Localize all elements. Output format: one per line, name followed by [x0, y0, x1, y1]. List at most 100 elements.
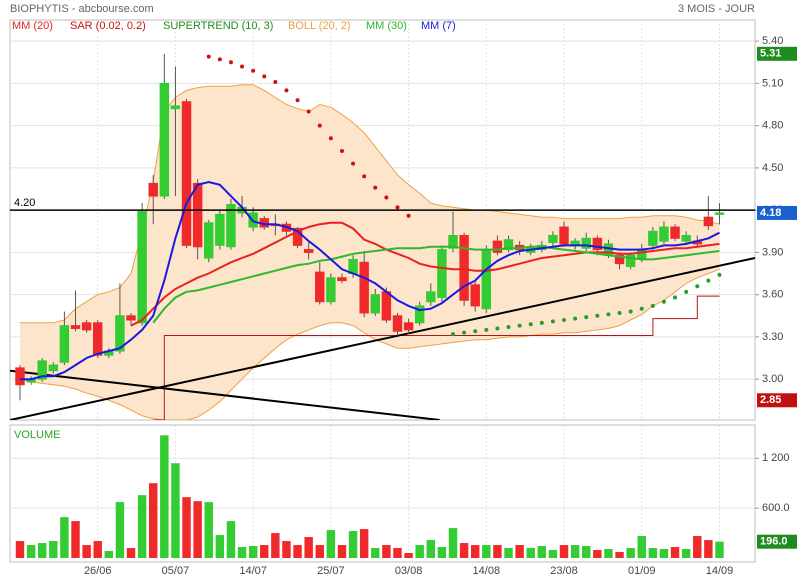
candle-body	[148, 182, 158, 197]
volume-bar	[93, 541, 102, 558]
volume-bar	[137, 495, 147, 558]
x-tick-label: 14/09	[706, 565, 734, 577]
sar-dot	[528, 322, 533, 327]
volume-bar	[260, 545, 269, 558]
volume-panel	[9, 424, 756, 563]
volume-bar	[537, 546, 547, 558]
x-tick-label: 03/08	[395, 565, 423, 577]
volume-bar	[193, 501, 202, 558]
y-tick-label: 1 200	[762, 452, 790, 464]
sar-dot	[351, 161, 356, 166]
y-tick-label: 600.0	[762, 502, 790, 514]
candle-body	[503, 239, 514, 251]
candle-body	[492, 240, 503, 253]
sar-dot	[595, 313, 600, 318]
volume-bar	[149, 483, 158, 558]
candle-body	[614, 254, 625, 265]
candle-body	[226, 204, 236, 248]
candle-body	[403, 322, 414, 331]
candle-body	[359, 261, 369, 314]
legend-item: MM (7)	[421, 20, 456, 32]
volume-bar	[459, 543, 469, 558]
candle-body	[459, 234, 469, 301]
sar-dot	[562, 318, 567, 322]
y-tick-label: 4.50	[762, 162, 783, 174]
sar-dot	[650, 303, 655, 308]
value-tag	[757, 534, 797, 549]
candle-body	[170, 105, 181, 110]
candle-body	[625, 254, 636, 267]
volume-bar	[582, 546, 591, 558]
value-tag	[757, 205, 797, 220]
sar-dot	[539, 320, 544, 325]
volume-bar	[348, 531, 358, 558]
level-label: 4.20	[14, 197, 35, 209]
volume-bar	[204, 502, 213, 558]
volume-bar	[271, 533, 280, 558]
volume-bar	[160, 435, 169, 558]
sar-dot	[240, 64, 245, 69]
candle-body	[548, 234, 558, 244]
trendline	[10, 257, 755, 420]
candle-body	[426, 291, 436, 303]
legend-item: SUPERTREND (10, 3)	[163, 20, 273, 32]
candle-body	[326, 277, 336, 303]
volume-bar	[659, 549, 669, 558]
candle-body	[414, 305, 425, 324]
volume-bar	[182, 497, 191, 558]
sar-dot	[506, 325, 511, 330]
sar-dot	[517, 323, 522, 328]
sar-dot	[251, 68, 256, 73]
sar-dot	[373, 185, 378, 190]
value-tag	[757, 393, 797, 408]
sar-dot	[206, 54, 211, 59]
candle-body	[470, 284, 480, 307]
x-tick-label: 14/07	[239, 565, 267, 577]
y-tick-label: 3.30	[762, 331, 783, 343]
volume-bar	[26, 545, 36, 558]
sar-dot	[617, 310, 622, 315]
candle-body	[315, 271, 325, 303]
volume-bar	[248, 546, 258, 558]
candle-body	[37, 360, 47, 380]
candle-body	[137, 211, 147, 324]
volume-bar	[337, 545, 347, 558]
candle-body	[292, 227, 303, 246]
volume-bar	[426, 540, 436, 558]
candle-body	[592, 237, 603, 251]
volume-bar	[482, 545, 491, 558]
volume-bar	[371, 548, 380, 558]
volume-bar	[504, 548, 513, 558]
sar-dot	[484, 327, 489, 332]
candle-body	[92, 322, 103, 356]
bollinger-lower	[19, 268, 720, 420]
candle-body	[48, 364, 59, 372]
volume-bar	[126, 548, 136, 558]
x-tick-label: 26/06	[84, 565, 112, 577]
volume-bar	[570, 545, 580, 558]
volume-bar	[637, 536, 646, 558]
candle-body	[15, 367, 25, 386]
x-tick-label: 25/07	[317, 565, 345, 577]
sar-dot	[384, 195, 389, 200]
candle-body	[481, 249, 492, 310]
volume-bar	[437, 547, 447, 558]
legend-item: MM (30)	[366, 20, 407, 32]
sar-dot	[339, 148, 344, 153]
x-tick-label: 23/08	[550, 565, 578, 577]
candle-body	[181, 101, 192, 246]
volume-bar	[404, 553, 413, 558]
volume-bar	[315, 545, 324, 558]
volume-bar	[704, 540, 713, 558]
candle-body	[670, 226, 680, 239]
sar-dot	[573, 316, 578, 321]
candle-body	[392, 315, 403, 332]
volume-bar	[681, 549, 691, 558]
moving-average	[152, 245, 720, 324]
bollinger-upper	[20, 84, 720, 324]
volume-bar	[60, 517, 69, 558]
sar-dot	[451, 332, 456, 337]
sar-dot	[273, 79, 278, 84]
volume-bar	[215, 535, 225, 558]
